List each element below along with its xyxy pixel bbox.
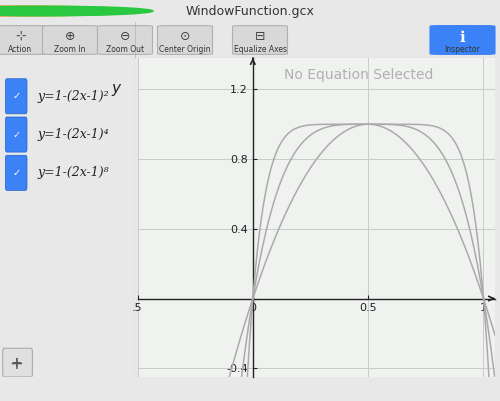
Text: Zoom In: Zoom In [54, 45, 86, 55]
FancyBboxPatch shape [430, 26, 495, 55]
Text: y=1-(2x-1)⁸: y=1-(2x-1)⁸ [38, 166, 110, 179]
FancyBboxPatch shape [0, 26, 48, 55]
Text: Action: Action [8, 45, 32, 55]
Circle shape [0, 6, 125, 16]
FancyBboxPatch shape [232, 26, 287, 55]
Text: ⊹: ⊹ [15, 30, 25, 43]
FancyBboxPatch shape [158, 26, 212, 55]
Text: WindowFunction.gcx: WindowFunction.gcx [186, 4, 314, 18]
FancyBboxPatch shape [6, 79, 27, 114]
Text: +: + [10, 356, 22, 370]
Text: ✓: ✓ [12, 168, 20, 178]
FancyBboxPatch shape [2, 348, 32, 377]
FancyBboxPatch shape [42, 26, 98, 55]
Y-axis label: y: y [112, 81, 120, 96]
Text: ✓: ✓ [12, 130, 20, 140]
Text: ⊕: ⊕ [65, 30, 75, 43]
Text: Inspector: Inspector [444, 45, 480, 55]
FancyBboxPatch shape [6, 117, 27, 152]
Text: Center Origin: Center Origin [159, 45, 211, 55]
Text: No Equation Selected: No Equation Selected [284, 67, 434, 81]
Text: ℹ: ℹ [460, 30, 466, 45]
Text: Equalize Axes: Equalize Axes [234, 45, 286, 55]
Text: +: + [10, 355, 23, 373]
Text: ✓: ✓ [12, 91, 20, 101]
Circle shape [0, 6, 139, 16]
Circle shape [0, 6, 153, 16]
Text: ⊟: ⊟ [255, 30, 265, 43]
Text: ⊙: ⊙ [180, 30, 190, 43]
FancyBboxPatch shape [6, 155, 27, 190]
Text: ⊖: ⊖ [120, 30, 130, 43]
Text: y=1-(2x-1)²: y=1-(2x-1)² [38, 90, 110, 103]
FancyBboxPatch shape [98, 26, 152, 55]
Text: Zoom Out: Zoom Out [106, 45, 144, 55]
Text: y=1-(2x-1)⁴: y=1-(2x-1)⁴ [38, 128, 110, 141]
